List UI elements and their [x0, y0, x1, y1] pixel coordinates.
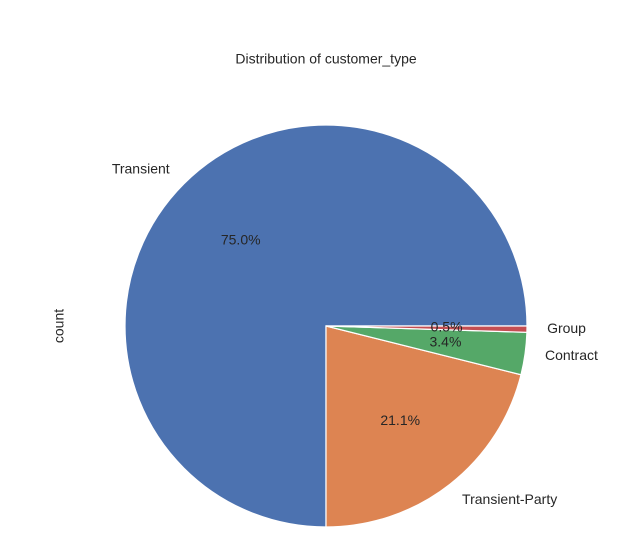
percent-label: 3.4%: [429, 333, 461, 349]
percent-label: 0.5%: [431, 319, 463, 335]
slice-label: Group: [547, 320, 586, 336]
y-axis-label: count: [51, 309, 67, 343]
pie-wedge: [325, 325, 528, 333]
slice-label: Contract: [545, 347, 598, 363]
percent-label: 21.1%: [380, 412, 420, 428]
chart-title: Distribution of customer_type: [235, 51, 417, 67]
slice-label: Transient-Party: [462, 491, 557, 507]
percent-label: 75.0%: [221, 231, 261, 247]
pie-wedge: [325, 325, 522, 528]
slice-label: Transient: [112, 160, 170, 176]
